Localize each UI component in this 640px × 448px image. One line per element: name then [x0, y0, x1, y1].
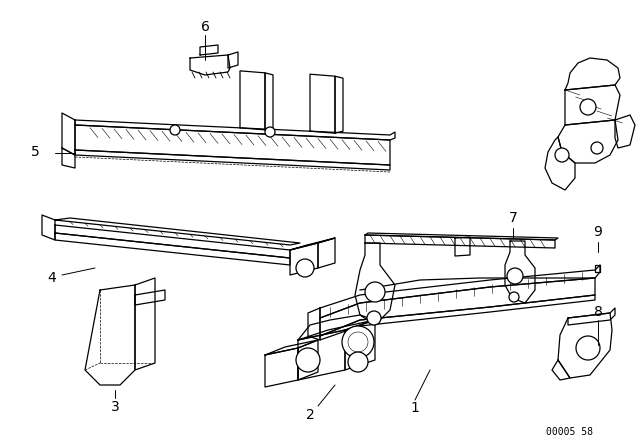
Circle shape [507, 268, 523, 284]
Polygon shape [355, 243, 395, 325]
Polygon shape [345, 320, 375, 370]
Polygon shape [42, 215, 55, 240]
Polygon shape [320, 278, 595, 336]
Circle shape [509, 292, 519, 302]
Polygon shape [558, 313, 612, 378]
Text: 9: 9 [593, 225, 602, 239]
Circle shape [555, 148, 569, 162]
Polygon shape [75, 125, 390, 165]
Text: 1: 1 [411, 401, 419, 415]
Circle shape [348, 352, 368, 372]
Polygon shape [240, 71, 265, 130]
Polygon shape [505, 241, 535, 303]
Circle shape [296, 259, 314, 277]
Text: 8: 8 [593, 305, 602, 319]
Circle shape [591, 142, 603, 154]
Circle shape [580, 99, 596, 115]
Polygon shape [265, 340, 318, 355]
Circle shape [265, 127, 275, 137]
Polygon shape [365, 233, 558, 240]
Polygon shape [85, 285, 135, 385]
Polygon shape [558, 120, 618, 163]
Polygon shape [455, 237, 470, 256]
Circle shape [296, 348, 320, 372]
Polygon shape [595, 265, 600, 272]
Circle shape [367, 311, 381, 325]
Polygon shape [545, 137, 575, 190]
Polygon shape [200, 45, 218, 55]
Polygon shape [265, 73, 273, 130]
Polygon shape [298, 340, 318, 380]
Polygon shape [568, 308, 615, 325]
Polygon shape [310, 74, 335, 133]
Text: 5: 5 [31, 145, 40, 159]
Text: 7: 7 [509, 211, 517, 225]
Polygon shape [62, 148, 75, 168]
Polygon shape [298, 320, 375, 340]
Polygon shape [308, 308, 320, 340]
Polygon shape [62, 113, 75, 155]
Text: 2: 2 [306, 408, 314, 422]
Text: 6: 6 [200, 20, 209, 34]
Polygon shape [365, 235, 555, 248]
Polygon shape [75, 120, 395, 140]
Polygon shape [615, 115, 635, 148]
Polygon shape [290, 238, 335, 250]
Text: 4: 4 [47, 271, 56, 285]
Circle shape [576, 336, 600, 360]
Polygon shape [190, 55, 230, 75]
Polygon shape [565, 58, 620, 90]
Polygon shape [75, 150, 390, 170]
Polygon shape [55, 225, 290, 258]
Polygon shape [335, 76, 343, 133]
Polygon shape [228, 52, 238, 68]
Polygon shape [135, 290, 165, 305]
Circle shape [170, 125, 180, 135]
Polygon shape [55, 233, 290, 265]
Text: 00005 58: 00005 58 [547, 427, 593, 437]
Polygon shape [318, 238, 335, 268]
Polygon shape [298, 330, 345, 380]
Circle shape [365, 282, 385, 302]
Polygon shape [265, 348, 298, 387]
Circle shape [348, 332, 368, 352]
Polygon shape [320, 265, 600, 318]
Polygon shape [55, 218, 300, 245]
Polygon shape [290, 243, 318, 275]
Polygon shape [552, 360, 570, 380]
Polygon shape [320, 295, 595, 340]
Circle shape [342, 326, 374, 358]
Polygon shape [565, 85, 620, 125]
Text: 3: 3 [111, 400, 120, 414]
Polygon shape [135, 278, 155, 370]
